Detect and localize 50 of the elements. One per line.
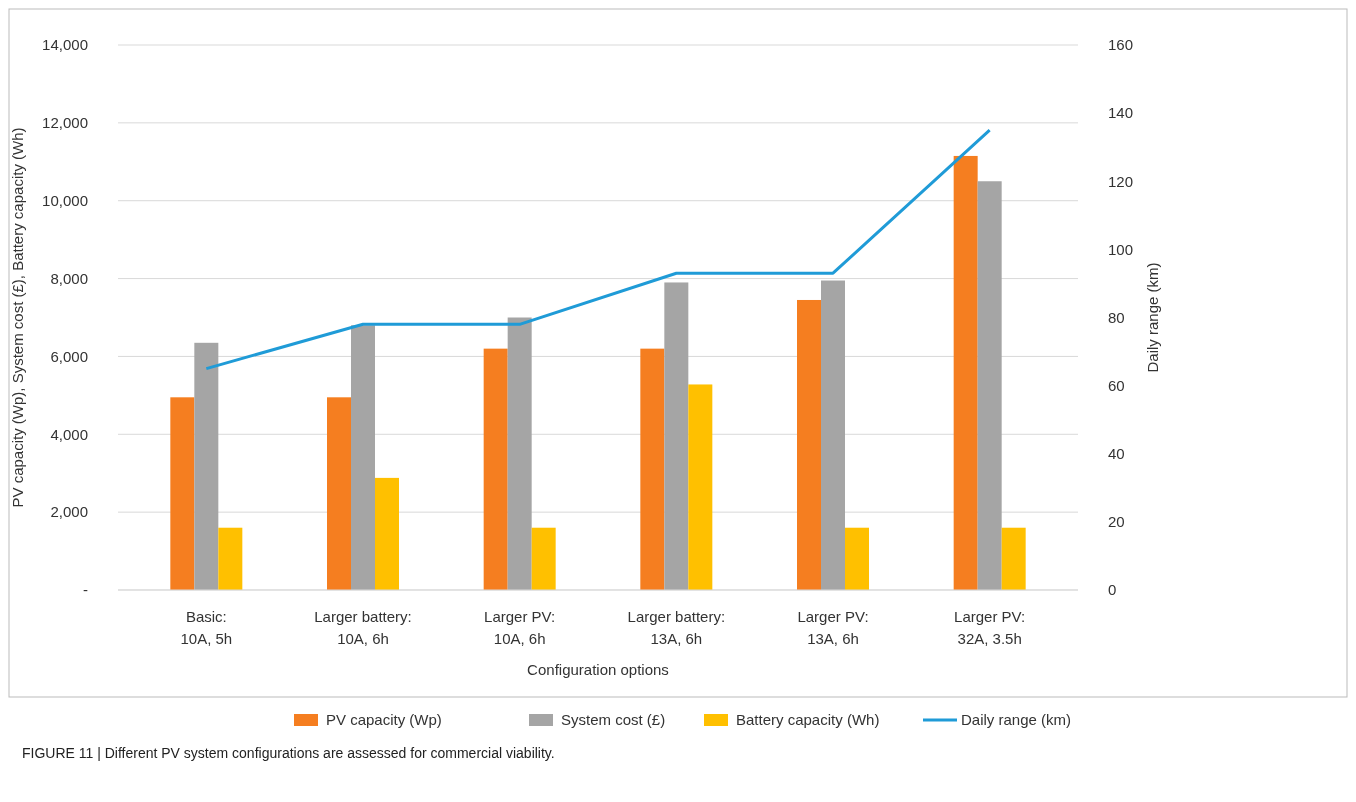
bar — [531, 527, 556, 590]
bar — [351, 325, 375, 590]
bar — [640, 348, 665, 590]
y2-tick-label: 20 — [1108, 513, 1125, 531]
bar — [375, 477, 399, 590]
x-tick-label: Basic: 10A, 5h — [180, 608, 233, 647]
bar — [688, 384, 713, 590]
y-axis-title: PV capacity (Wp), System cost (£), Battery capacity (Wh) — [9, 127, 26, 508]
x-tick-label: Larger PV: 10A, 6h — [484, 608, 556, 647]
y2-tick-label: 120 — [1108, 172, 1134, 190]
y-tick-label: - — [83, 581, 88, 599]
y2-tick-label: 80 — [1108, 308, 1125, 326]
bar — [170, 397, 195, 590]
x-tick-label: Larger PV: 13A, 6h — [797, 608, 869, 647]
y2-tick-label: 140 — [1108, 104, 1134, 122]
caption: FIGURE 11 | Different PV system configurations are assessed for commercial viability. — [22, 745, 555, 761]
bar — [664, 282, 689, 590]
bar — [194, 342, 219, 590]
legend-label: PV capacity (Wp) — [326, 711, 442, 729]
x-tick-label: Larger battery: 10A, 6h — [314, 608, 412, 647]
legend-label: Battery capacity (Wh) — [736, 711, 880, 729]
bar — [218, 527, 243, 590]
y2-tick-label: 100 — [1108, 240, 1134, 258]
y-tick-label: 10,000 — [42, 191, 88, 209]
bar — [1001, 527, 1026, 590]
bar — [953, 155, 978, 590]
y2-tick-label: 40 — [1108, 445, 1125, 462]
y-tick-label: 2,000 — [50, 503, 88, 521]
y-tick-label: 8,000 — [50, 269, 88, 287]
y-tick-label: 4,000 — [50, 425, 88, 443]
y2-tick-label: 160 — [1108, 36, 1134, 54]
bar — [845, 527, 869, 590]
y-tick-label: 6,000 — [50, 347, 88, 365]
bar — [797, 299, 821, 590]
y-tick-label: 14,000 — [42, 36, 88, 54]
bar — [977, 181, 1002, 590]
bar — [483, 348, 508, 590]
x-tick-label: Larger battery: 13A, 6h — [627, 608, 726, 647]
x-tick-label: Larger PV: 32A, 3.5h — [954, 608, 1026, 647]
y2-tick-label: 60 — [1108, 376, 1125, 394]
legend-label: Daily range (km) — [961, 711, 1072, 729]
y-tick-label: 12,000 — [42, 114, 88, 132]
y2-axis-title: Daily range (km) — [1144, 262, 1161, 373]
x-axis-title: Configuration options — [527, 661, 669, 678]
legend-label: System cost (£) — [561, 711, 666, 729]
bar — [821, 280, 845, 590]
bar — [327, 397, 351, 590]
y2-tick-label: 0 — [1108, 581, 1117, 599]
bar — [507, 317, 532, 590]
line-series — [204, 128, 992, 371]
